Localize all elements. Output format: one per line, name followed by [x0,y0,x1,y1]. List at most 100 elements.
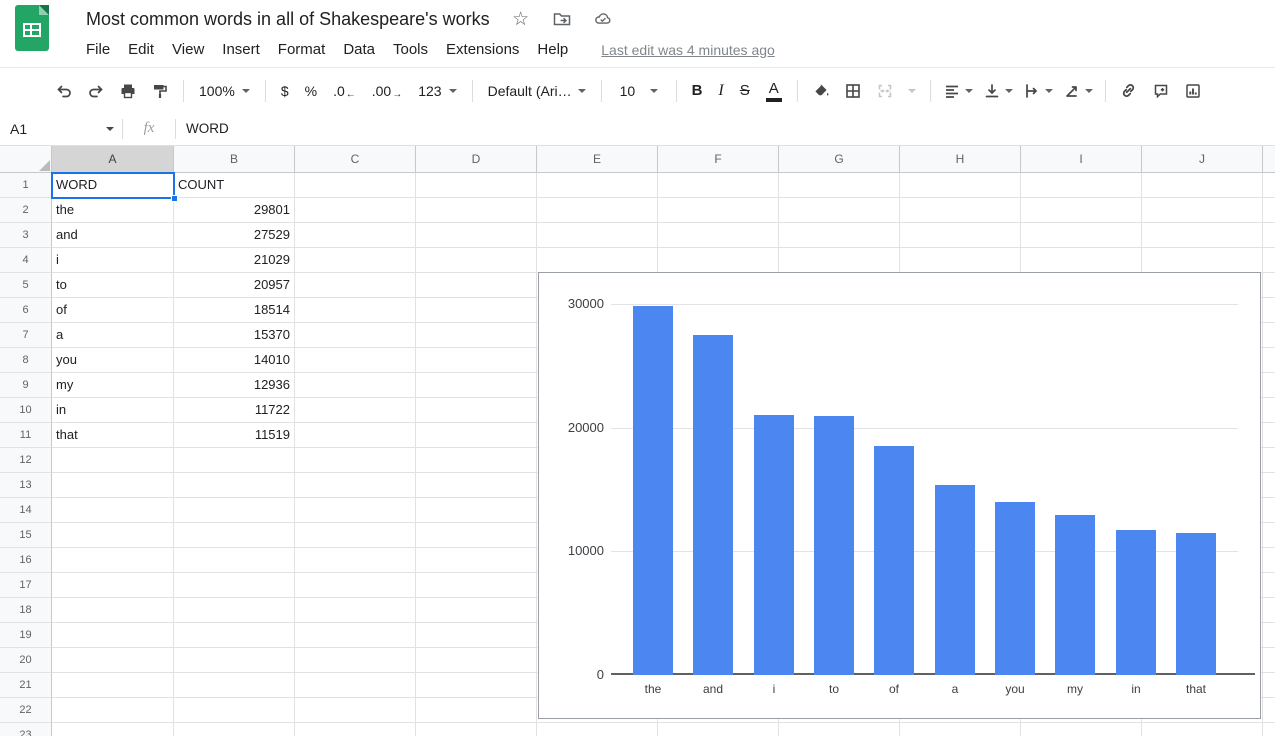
cell-A4[interactable]: i [52,248,174,273]
cell-C4[interactable] [295,248,416,273]
cell-C3[interactable] [295,223,416,248]
cell-B23[interactable] [174,723,295,736]
row-header-22[interactable]: 22 [0,698,52,723]
cell-E2[interactable] [537,198,658,223]
cell-A1[interactable]: WORD [52,173,174,198]
cell-D1[interactable] [416,173,537,198]
cell-A7[interactable]: a [52,323,174,348]
horizontal-align-button[interactable] [940,77,976,105]
cell-D15[interactable] [416,523,537,548]
cell-I4[interactable] [1021,248,1142,273]
cell-B17[interactable] [174,573,295,598]
insert-chart-button[interactable] [1179,77,1207,105]
cell-A9[interactable]: my [52,373,174,398]
cell-A2[interactable]: the [52,198,174,223]
column-header-f[interactable]: F [658,146,779,173]
cell-partial[interactable] [1263,398,1275,423]
cell-B12[interactable] [174,448,295,473]
cell-A22[interactable] [52,698,174,723]
cell-D17[interactable] [416,573,537,598]
more-formats-button[interactable]: 123 [411,77,463,105]
cell-C13[interactable] [295,473,416,498]
cell-H3[interactable] [900,223,1021,248]
borders-button[interactable] [839,77,867,105]
cell-C9[interactable] [295,373,416,398]
cell-A23[interactable] [52,723,174,736]
bold-button[interactable]: B [685,77,710,105]
increase-decimal-button[interactable]: .00 → [365,77,409,105]
cell-D23[interactable] [416,723,537,736]
cell-H4[interactable] [900,248,1021,273]
cell-B1[interactable]: COUNT [174,173,295,198]
cell-partial[interactable] [1263,173,1275,198]
column-header-partial[interactable] [1263,146,1275,173]
menu-item-help[interactable]: Help [528,39,577,60]
cell-A21[interactable] [52,673,174,698]
row-header-6[interactable]: 6 [0,298,52,323]
cell-G23[interactable] [779,723,900,736]
cell-partial[interactable] [1263,598,1275,623]
cell-partial[interactable] [1263,273,1275,298]
row-header-13[interactable]: 13 [0,473,52,498]
zoom-select[interactable]: 100% [192,77,257,105]
cell-A16[interactable] [52,548,174,573]
menu-item-tools[interactable]: Tools [384,39,437,60]
cell-B9[interactable]: 12936 [174,373,295,398]
cell-partial[interactable] [1263,623,1275,648]
row-header-5[interactable]: 5 [0,273,52,298]
cell-I23[interactable] [1021,723,1142,736]
cell-I1[interactable] [1021,173,1142,198]
decrease-decimal-button[interactable]: .0 ← [326,77,363,105]
cell-E4[interactable] [537,248,658,273]
cell-D11[interactable] [416,423,537,448]
cell-F4[interactable] [658,248,779,273]
cloud-saved-icon[interactable] [593,9,613,29]
cell-D13[interactable] [416,473,537,498]
cell-E23[interactable] [537,723,658,736]
cell-H1[interactable] [900,173,1021,198]
cell-partial[interactable] [1263,573,1275,598]
cell-J2[interactable] [1142,198,1263,223]
menu-item-extensions[interactable]: Extensions [437,39,528,60]
cell-D16[interactable] [416,548,537,573]
cell-B6[interactable]: 18514 [174,298,295,323]
cell-G1[interactable] [779,173,900,198]
column-header-h[interactable]: H [900,146,1021,173]
row-header-8[interactable]: 8 [0,348,52,373]
row-header-12[interactable]: 12 [0,448,52,473]
cell-D21[interactable] [416,673,537,698]
cell-B18[interactable] [174,598,295,623]
cell-partial[interactable] [1263,298,1275,323]
cell-C21[interactable] [295,673,416,698]
cell-B2[interactable]: 29801 [174,198,295,223]
cell-D12[interactable] [416,448,537,473]
menu-item-insert[interactable]: Insert [213,39,269,60]
cell-C12[interactable] [295,448,416,473]
cell-D3[interactable] [416,223,537,248]
insert-link-button[interactable] [1115,77,1143,105]
column-header-g[interactable]: G [779,146,900,173]
insert-comment-button[interactable] [1147,77,1175,105]
column-header-c[interactable]: C [295,146,416,173]
cell-D9[interactable] [416,373,537,398]
cell-A3[interactable]: and [52,223,174,248]
cell-partial[interactable] [1263,723,1275,736]
last-edit-link[interactable]: Last edit was 4 minutes ago [601,41,775,58]
row-header-7[interactable]: 7 [0,323,52,348]
cell-I2[interactable] [1021,198,1142,223]
redo-button[interactable] [82,77,110,105]
menu-item-view[interactable]: View [163,39,213,60]
cell-B5[interactable]: 20957 [174,273,295,298]
font-family-select[interactable]: Default (Ari… [481,77,593,105]
cell-A20[interactable] [52,648,174,673]
cell-partial[interactable] [1263,498,1275,523]
row-header-18[interactable]: 18 [0,598,52,623]
row-header-20[interactable]: 20 [0,648,52,673]
cell-B21[interactable] [174,673,295,698]
cell-A11[interactable]: that [52,423,174,448]
cell-C18[interactable] [295,598,416,623]
font-size-select[interactable]: 10 [610,77,668,105]
cell-C20[interactable] [295,648,416,673]
select-all-corner[interactable] [0,146,52,173]
cell-B7[interactable]: 15370 [174,323,295,348]
